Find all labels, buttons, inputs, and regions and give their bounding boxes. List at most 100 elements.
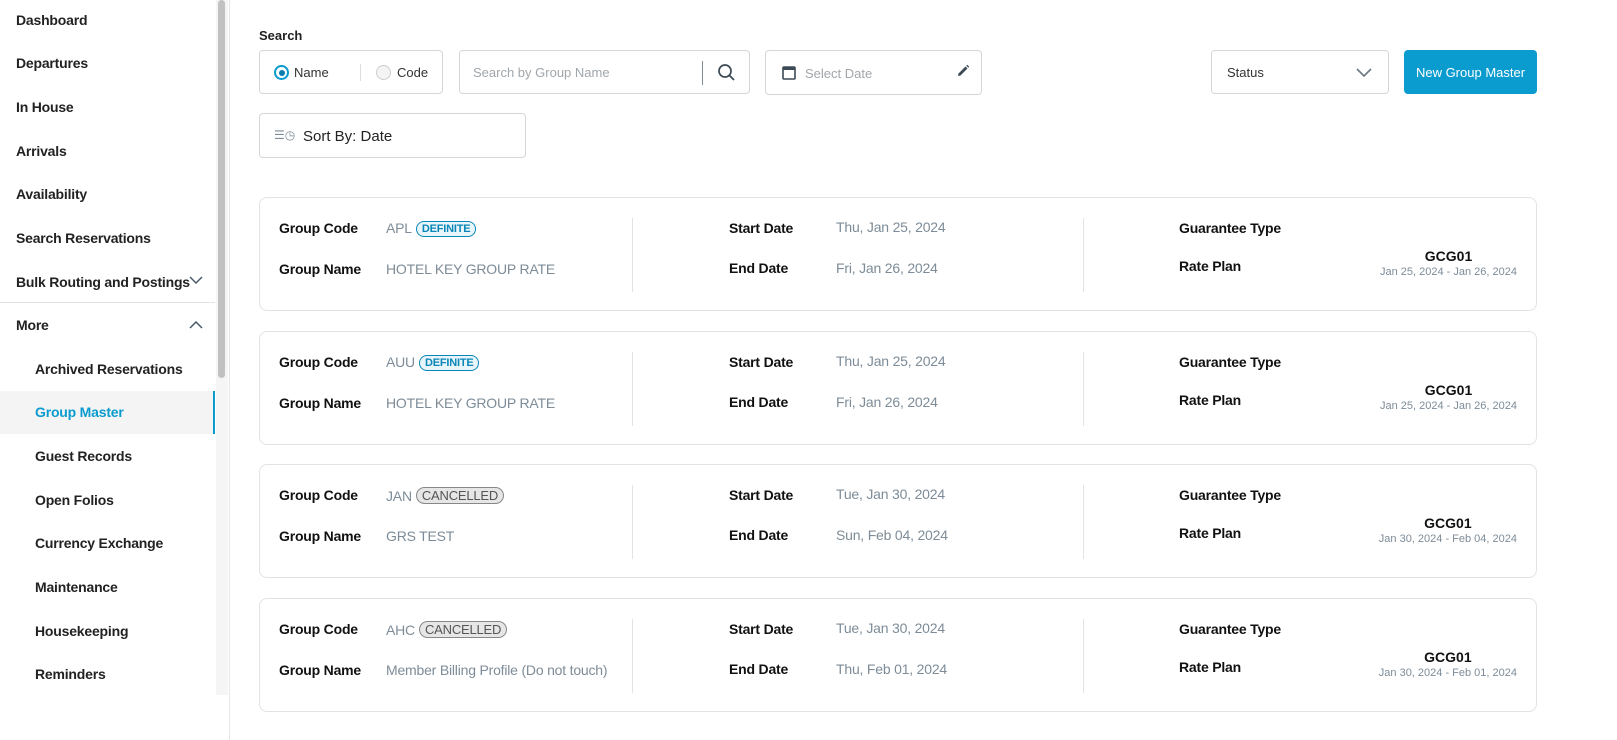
start-date-label: Start Date bbox=[729, 621, 794, 637]
group-code: AUU bbox=[386, 354, 415, 370]
end-date-label: End Date bbox=[729, 260, 789, 276]
end-date-value: Sun, Feb 04, 2024 bbox=[836, 527, 948, 543]
search-icon[interactable] bbox=[717, 63, 736, 82]
card-divider bbox=[1083, 485, 1084, 559]
sidebar-item-label: Arrivals bbox=[16, 142, 67, 159]
group-card[interactable]: Group Code APL DEFINITE Group Name HOTEL KEY… bbox=[259, 197, 1537, 311]
radio-code[interactable] bbox=[376, 65, 391, 80]
search-mode-radio-group: Name Code bbox=[259, 50, 443, 94]
sidebar-item-label: More bbox=[16, 317, 49, 334]
start-date-value: Thu, Jan 25, 2024 bbox=[836, 219, 946, 235]
sidebar-item-archived-reservations[interactable]: Archived Reservations bbox=[0, 347, 215, 390]
sidebar-item-more[interactable]: More bbox=[0, 304, 215, 347]
end-date-label: End Date bbox=[729, 527, 789, 543]
group-code: AHC bbox=[386, 622, 415, 638]
group-name-label: Group Name bbox=[279, 528, 362, 544]
date-picker[interactable]: Select Date bbox=[765, 50, 982, 95]
rate-plan-code: GCG01 bbox=[1424, 382, 1473, 398]
group-name-value: HOTEL KEY GROUP RATE bbox=[386, 395, 555, 411]
rate-plan-code: GCG01 bbox=[1424, 515, 1472, 531]
start-date-label: Start Date bbox=[729, 220, 794, 236]
rate-plan-value: GCG01 Jan 30, 2024 - Feb 04, 2024 bbox=[1379, 515, 1517, 545]
sidebar-item-departures[interactable]: Departures bbox=[0, 42, 215, 85]
group-name-value: HOTEL KEY GROUP RATE bbox=[386, 261, 555, 277]
rate-plan-code: GCG01 bbox=[1424, 649, 1472, 665]
new-group-master-button[interactable]: New Group Master bbox=[1404, 50, 1537, 94]
rate-plan-dates: Jan 30, 2024 - Feb 04, 2024 bbox=[1378, 533, 1517, 545]
group-code-label: Group Code bbox=[279, 621, 358, 637]
status-badge: DEFINITE bbox=[415, 221, 477, 237]
sidebar-item-open-folios[interactable]: Open Folios bbox=[0, 478, 215, 521]
rate-plan-code: GCG01 bbox=[1424, 248, 1473, 264]
end-date-value: Thu, Feb 01, 2024 bbox=[836, 661, 948, 677]
sidebar-item-label: Reminders bbox=[35, 666, 106, 683]
status-select-value: Status bbox=[1227, 65, 1264, 80]
sidebar-item-reminders[interactable]: Reminders bbox=[0, 653, 215, 696]
status-badge: CANCELLED bbox=[418, 621, 508, 638]
sidebar-item-group-master[interactable]: Group Master bbox=[0, 390, 215, 434]
guarantee-type-label: Guarantee Type bbox=[1179, 487, 1281, 503]
sidebar-item-label: Housekeeping bbox=[35, 622, 129, 639]
group-card[interactable]: Group Code AUU DEFINITE Group Name HOTEL KEY… bbox=[259, 331, 1537, 445]
group-name-label: Group Name bbox=[279, 261, 362, 277]
sidebar-item-guest-records[interactable]: Guest Records bbox=[0, 434, 215, 477]
sidebar-item-housekeeping[interactable]: Housekeeping bbox=[0, 609, 215, 652]
guarantee-type-label: Guarantee Type bbox=[1179, 354, 1281, 370]
radio-name-label[interactable]: Name bbox=[294, 65, 329, 80]
sort-button[interactable]: ☰◷ Sort By: Date bbox=[259, 113, 526, 158]
sidebar-border bbox=[229, 0, 230, 740]
group-card[interactable]: Group Code JAN CANCELLED Group Name GRS TEST… bbox=[259, 464, 1537, 578]
search-placeholder: Search by Group Name bbox=[473, 65, 610, 80]
sidebar-item-bulk-routing-and-postings[interactable]: Bulk Routing and Postings bbox=[0, 260, 215, 303]
sidebar-item-currency-exchange[interactable]: Currency Exchange bbox=[0, 522, 215, 565]
card-divider bbox=[1083, 352, 1084, 426]
radio-divider bbox=[360, 64, 361, 81]
end-date-value: Fri, Jan 26, 2024 bbox=[836, 260, 938, 276]
status-select[interactable]: Status bbox=[1211, 50, 1389, 94]
group-name-value: Member Billing Profile (Do not touch) bbox=[386, 662, 608, 678]
group-code-value: APL DEFINITE bbox=[386, 220, 477, 237]
search-input[interactable]: Search by Group Name bbox=[459, 50, 750, 94]
sort-label: Sort By: Date bbox=[303, 128, 393, 145]
start-date-label: Start Date bbox=[729, 354, 794, 370]
group-name-value: GRS TEST bbox=[386, 528, 455, 544]
sidebar-divider bbox=[0, 302, 215, 303]
search-divider bbox=[702, 61, 703, 85]
sidebar: Dashboard Departures In House Arrivals Avail… bbox=[0, 0, 215, 695]
sidebar-item-label: Bulk Routing and Postings bbox=[16, 273, 190, 290]
start-date-value: Tue, Jan 30, 2024 bbox=[836, 486, 945, 502]
end-date-label: End Date bbox=[729, 661, 789, 677]
card-divider bbox=[632, 352, 633, 426]
rate-plan-value: GCG01 Jan 25, 2024 - Jan 26, 2024 bbox=[1380, 382, 1517, 412]
rate-plan-dates: Jan 25, 2024 - Jan 26, 2024 bbox=[1380, 266, 1517, 278]
card-divider bbox=[632, 619, 633, 693]
group-code-value: AHC CANCELLED bbox=[386, 621, 508, 638]
radio-name[interactable] bbox=[274, 65, 289, 80]
sidebar-item-label: Archived Reservations bbox=[35, 360, 183, 377]
sidebar-item-label: Maintenance bbox=[35, 579, 118, 595]
radio-code-label[interactable]: Code bbox=[397, 65, 429, 80]
card-divider bbox=[1083, 218, 1084, 292]
sidebar-scrollbar-thumb[interactable] bbox=[218, 0, 225, 378]
sidebar-item-arrivals[interactable]: Arrivals bbox=[0, 129, 215, 172]
chevron-down-icon[interactable] bbox=[189, 274, 203, 288]
guarantee-type-label: Guarantee Type bbox=[1179, 220, 1281, 236]
rate-plan-label: Rate Plan bbox=[1179, 258, 1241, 274]
sidebar-item-label: Dashboard bbox=[16, 11, 88, 28]
sidebar-item-maintenance[interactable]: Maintenance bbox=[0, 566, 215, 609]
pencil-icon[interactable] bbox=[956, 64, 970, 78]
end-date-label: End Date bbox=[729, 394, 789, 410]
chevron-up-icon[interactable] bbox=[189, 318, 203, 332]
sidebar-item-dashboard[interactable]: Dashboard bbox=[0, 0, 215, 41]
group-card[interactable]: Group Code AHC CANCELLED Group Name Member B… bbox=[259, 598, 1537, 712]
rate-plan-label: Rate Plan bbox=[1179, 392, 1241, 408]
group-name-label: Group Name bbox=[279, 395, 362, 411]
sidebar-item-search-reservations[interactable]: Search Reservations bbox=[0, 217, 215, 260]
sidebar-item-label: In House bbox=[16, 98, 74, 115]
sidebar-item-availability[interactable]: Availability bbox=[0, 173, 215, 216]
calendar-icon bbox=[782, 66, 796, 80]
sidebar-item-in-house[interactable]: In House bbox=[0, 85, 215, 128]
card-divider bbox=[1083, 619, 1084, 693]
group-code-label: Group Code bbox=[279, 354, 358, 370]
card-divider bbox=[632, 218, 633, 292]
